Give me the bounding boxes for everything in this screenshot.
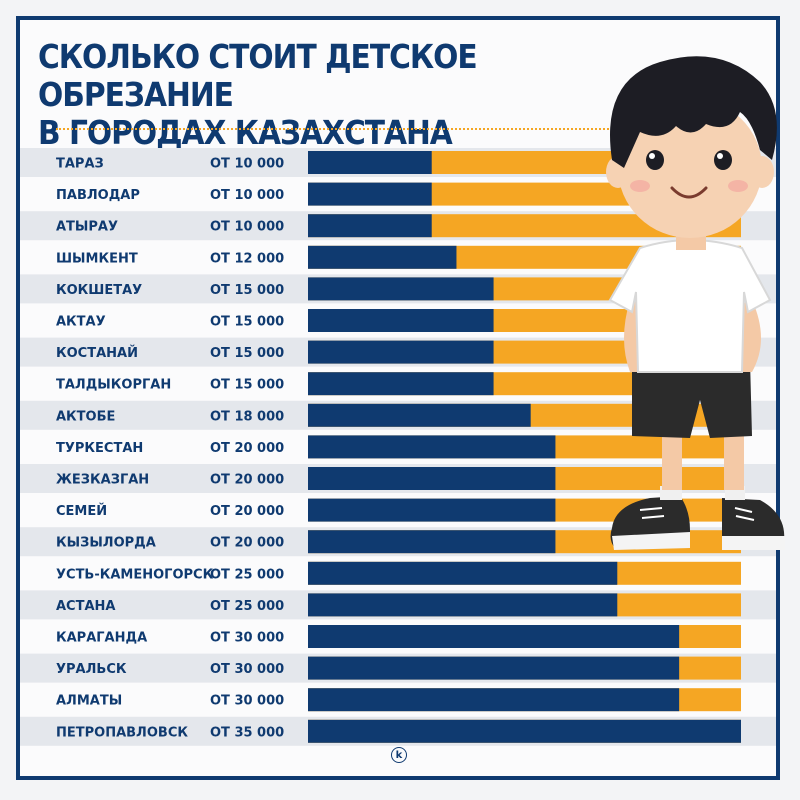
bar-value — [308, 593, 618, 617]
price-label: ОТ 15 000 — [210, 378, 284, 393]
price-label: ОТ 20 000 — [210, 473, 284, 488]
price-label: ОТ 30 000 — [210, 694, 284, 709]
title-divider — [56, 128, 616, 130]
bar-value — [308, 530, 556, 554]
city-label: ТАЛДЫКОРГАН — [56, 378, 171, 393]
city-label: КАРАГАНДА — [56, 631, 147, 646]
price-label: ОТ 20 000 — [210, 536, 284, 551]
price-label: ОТ 12 000 — [210, 251, 284, 266]
bar-value — [308, 403, 531, 427]
bar-value — [308, 625, 680, 648]
city-label: АТЫРАУ — [56, 220, 118, 235]
price-label: ОТ 30 000 — [210, 631, 284, 646]
bar-value — [308, 309, 494, 332]
title-line-2: В ГОРОДАХ КАЗАХСТАНА — [38, 113, 453, 152]
city-label: АКТАУ — [56, 315, 106, 330]
city-label: УСТЬ-КАМЕНОГОРСК — [56, 567, 214, 582]
bar-value — [308, 340, 494, 364]
bar-value — [308, 688, 680, 712]
bar-value — [308, 245, 457, 269]
price-label: ОТ 15 000 — [210, 315, 284, 330]
bar-value — [308, 467, 556, 490]
price-label: ОТ 15 000 — [210, 283, 284, 298]
bar-value — [308, 182, 432, 206]
bar-value — [308, 498, 556, 522]
bar-value — [308, 719, 741, 743]
city-label: ШЫМКЕНТ — [56, 251, 138, 266]
city-label: КЫЗЫЛОРДА — [56, 536, 156, 551]
city-label: АЛМАТЫ — [56, 694, 122, 709]
cartoon-boy-illustration — [606, 56, 785, 550]
city-label: ТАРАЗ — [56, 157, 104, 172]
city-label: СЕМЕЙ — [56, 503, 107, 519]
bar-value — [308, 372, 494, 396]
city-label: ПЕТРОПАВЛОВСК — [56, 725, 188, 740]
price-label: ОТ 18 000 — [210, 409, 284, 424]
city-label: АКТОБЕ — [56, 409, 115, 424]
price-label: ОТ 15 000 — [210, 346, 284, 361]
bar-value — [308, 214, 432, 238]
price-label: ОТ 30 000 — [210, 662, 284, 677]
price-label: ОТ 20 000 — [210, 504, 284, 519]
city-label: ЖЕЗКАЗГАН — [56, 473, 149, 488]
price-label: ОТ 10 000 — [210, 220, 284, 235]
price-label: ОТ 25 000 — [210, 567, 284, 582]
city-label: ТУРКЕСТАН — [56, 441, 143, 456]
city-label: ПАВЛОДАР — [56, 188, 140, 203]
price-label: ОТ 35 000 — [210, 725, 284, 740]
bar-value — [308, 435, 556, 459]
city-label: КОКШЕТАУ — [56, 283, 142, 298]
title-line-1: СКОЛЬКО СТОИТ ДЕТСКОЕ ОБРЕЗАНИЕ — [38, 37, 478, 114]
city-label: АСТАНА — [56, 599, 115, 614]
bar-value — [308, 561, 618, 585]
bar-value — [308, 277, 494, 301]
source-logo-icon: k — [391, 747, 407, 763]
price-label: ОТ 10 000 — [210, 157, 284, 172]
bar-value — [308, 151, 432, 174]
price-label: ОТ 10 000 — [210, 188, 284, 203]
city-label: КОСТАНАЙ — [56, 345, 138, 361]
page-title: СКОЛЬКО СТОИТ ДЕТСКОЕ ОБРЕЗАНИЕ В ГОРОДА… — [38, 38, 598, 152]
price-label: ОТ 25 000 — [210, 599, 284, 614]
price-label: ОТ 20 000 — [210, 441, 284, 456]
city-label: УРАЛЬСК — [56, 662, 127, 677]
bar-value — [308, 656, 680, 680]
